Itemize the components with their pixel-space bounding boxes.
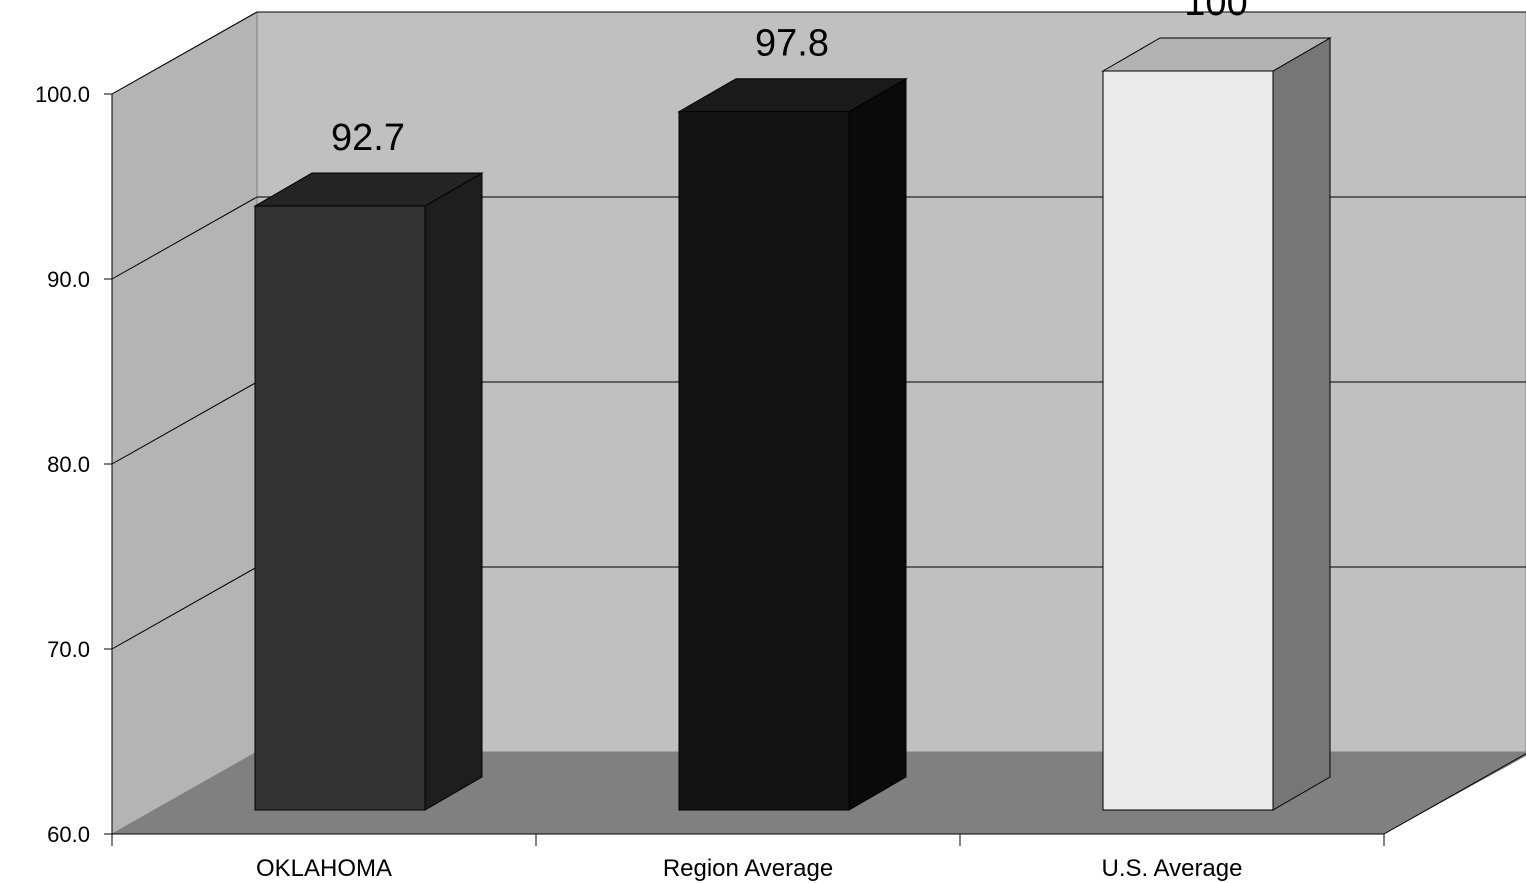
gridline-side	[111, 381, 258, 465]
y-tick-label: 70.0	[47, 637, 90, 662]
y-tick-label: 100.0	[35, 82, 90, 107]
y-tick-label: 60.0	[47, 822, 90, 847]
gridline-side	[111, 196, 258, 280]
bar-side	[848, 77, 907, 811]
data-label: 92.7	[331, 117, 405, 159]
bar-side	[1272, 37, 1331, 811]
bar	[1102, 70, 1274, 811]
floor-edge	[1383, 753, 1526, 835]
axes	[104, 93, 1526, 846]
bars	[253, 37, 1332, 811]
bar-side	[424, 172, 483, 811]
x-tick-label: OKLAHOMA	[256, 855, 392, 882]
labels: 60.0 70.0 80.0 90.0 100.0 92.7 OKLAHOMA 97.8 Reg…	[35, 0, 1248, 882]
y-tick-label: 90.0	[47, 267, 90, 292]
gridline-side	[111, 566, 258, 650]
bar	[678, 111, 850, 811]
bar	[254, 205, 426, 811]
data-label: 97.8	[755, 23, 829, 65]
y-tick-label: 80.0	[47, 452, 90, 477]
x-tick-label: Region Average	[663, 855, 833, 882]
gridline-side	[111, 11, 258, 95]
data-label: 100	[1184, 0, 1247, 24]
x-tick-label: U.S. Average	[1102, 855, 1243, 882]
